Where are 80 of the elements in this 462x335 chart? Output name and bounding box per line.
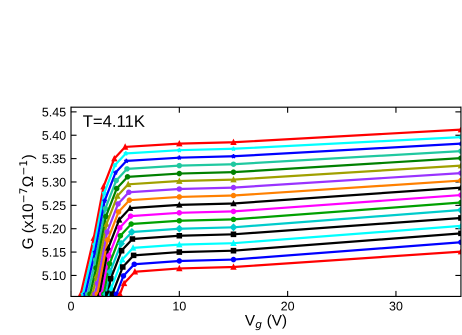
point <box>176 194 182 200</box>
x-tick-label: 10 <box>173 302 186 311</box>
point <box>230 232 236 238</box>
point <box>115 201 121 207</box>
point <box>176 140 182 146</box>
point <box>103 214 109 220</box>
point <box>127 205 133 211</box>
point <box>230 161 236 167</box>
x-axis-title: V$_{g}$ (V) <box>244 314 286 330</box>
point <box>100 184 106 190</box>
y-tick-label: 5.20 <box>42 224 66 234</box>
point <box>230 248 236 254</box>
point <box>230 176 236 182</box>
y-tick-label: 5.35 <box>42 154 66 164</box>
point <box>128 228 136 236</box>
annotation: T=4.11K <box>83 115 145 127</box>
point <box>176 147 182 153</box>
point <box>176 162 182 168</box>
point <box>176 232 182 238</box>
point <box>102 206 108 212</box>
x-tick-label: 30 <box>389 302 402 311</box>
point <box>118 232 124 238</box>
point <box>118 248 124 254</box>
point <box>130 252 136 258</box>
point <box>176 210 182 216</box>
point <box>108 276 114 282</box>
point <box>128 221 134 227</box>
point <box>104 237 111 243</box>
y-tick-label: 5.25 <box>42 201 66 210</box>
point <box>117 240 125 248</box>
point <box>176 170 182 176</box>
point <box>176 154 182 160</box>
y-tick-label: 5.30 <box>42 178 66 187</box>
point <box>176 242 182 248</box>
point <box>126 189 132 196</box>
point <box>176 218 182 224</box>
point <box>124 166 130 172</box>
point <box>120 264 126 270</box>
point <box>124 174 130 180</box>
point <box>230 216 236 222</box>
x-tick-label: 20 <box>281 302 294 311</box>
y-tick-label: 5.40 <box>42 131 66 140</box>
point <box>132 268 138 274</box>
point <box>130 236 136 242</box>
point <box>131 261 138 268</box>
point <box>176 258 182 264</box>
x-tick-label: 0 <box>68 302 74 311</box>
point <box>101 190 107 196</box>
point <box>126 197 132 203</box>
point <box>176 225 183 232</box>
y-axis-title: G (x10$^{−7}$Ω$^{−1}$) <box>19 155 36 249</box>
point <box>120 273 126 279</box>
point <box>106 253 112 259</box>
point <box>106 268 114 276</box>
y-tick-label: 5.45 <box>42 108 66 117</box>
point <box>104 229 110 235</box>
point <box>230 184 236 190</box>
point <box>113 178 119 184</box>
point <box>112 170 118 176</box>
point <box>230 256 236 262</box>
point <box>123 150 128 156</box>
point <box>112 156 118 162</box>
point <box>230 192 236 198</box>
y-tick-label: 5.15 <box>42 248 66 257</box>
point <box>230 240 236 246</box>
point <box>114 186 120 192</box>
point <box>117 291 123 296</box>
y-tick-label: 5.10 <box>42 271 66 280</box>
point <box>116 224 123 231</box>
point <box>128 213 134 219</box>
point <box>176 186 182 192</box>
point <box>119 256 126 262</box>
point <box>116 209 122 215</box>
point <box>230 169 236 175</box>
point <box>230 208 236 214</box>
point <box>102 198 108 204</box>
point <box>230 224 238 231</box>
point <box>230 139 236 146</box>
point <box>106 260 112 267</box>
point <box>176 249 182 255</box>
